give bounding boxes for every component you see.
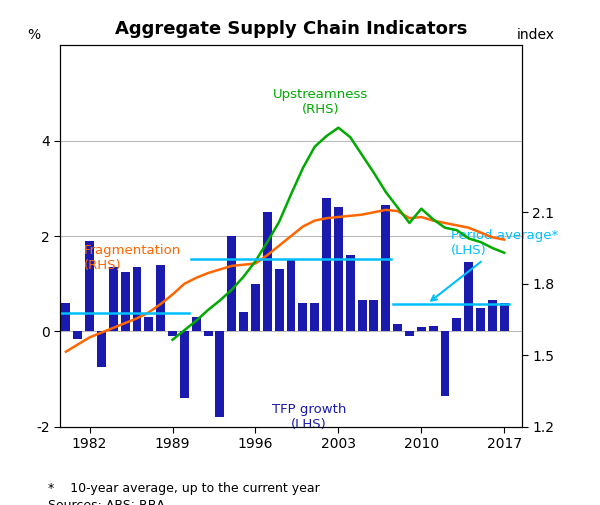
Bar <box>476 308 485 331</box>
Bar <box>97 331 106 367</box>
Bar <box>452 318 461 331</box>
Bar <box>145 317 153 331</box>
Bar <box>239 312 248 331</box>
Bar <box>180 331 189 398</box>
Bar <box>382 205 390 331</box>
Bar <box>393 324 402 331</box>
Bar <box>322 198 331 331</box>
Text: TFP growth
(LHS): TFP growth (LHS) <box>272 403 346 431</box>
Text: index: index <box>517 28 554 41</box>
Text: Period average*
(LHS): Period average* (LHS) <box>431 229 558 300</box>
Bar <box>227 236 236 331</box>
Bar <box>429 326 437 331</box>
Bar <box>121 272 130 331</box>
Bar <box>251 284 260 331</box>
Bar <box>298 303 307 331</box>
Title: Aggregate Supply Chain Indicators: Aggregate Supply Chain Indicators <box>115 20 467 38</box>
Bar <box>133 267 142 331</box>
Bar <box>346 255 355 331</box>
Bar <box>417 327 426 331</box>
Bar <box>440 331 449 396</box>
Bar <box>109 267 118 331</box>
Bar <box>61 303 70 331</box>
Bar <box>203 331 212 336</box>
Bar <box>310 303 319 331</box>
Bar <box>275 270 284 331</box>
Bar <box>263 212 272 331</box>
Bar <box>85 241 94 331</box>
Bar <box>192 317 200 331</box>
Text: *    10-year average, up to the current year: * 10-year average, up to the current yea… <box>48 482 320 495</box>
Bar <box>370 300 379 331</box>
Bar <box>464 262 473 331</box>
Text: Sources: ABS; RBA: Sources: ABS; RBA <box>48 499 165 505</box>
Text: Upstreamness
(RHS): Upstreamness (RHS) <box>273 88 368 116</box>
Text: %: % <box>28 28 41 41</box>
Bar <box>358 300 367 331</box>
Bar <box>488 300 497 331</box>
Bar <box>215 331 224 417</box>
Bar <box>156 265 165 331</box>
Bar <box>500 303 509 331</box>
Bar <box>405 331 414 336</box>
Bar <box>168 331 177 336</box>
Bar <box>287 260 295 331</box>
Bar <box>334 208 343 331</box>
Bar <box>73 331 82 338</box>
Text: Fragmentation
(RHS): Fragmentation (RHS) <box>83 244 181 272</box>
